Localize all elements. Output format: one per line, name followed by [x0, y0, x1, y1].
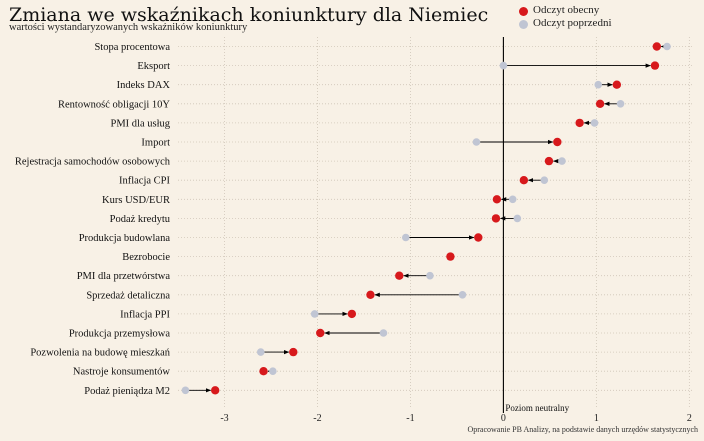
current-point	[575, 118, 584, 128]
category-label: Podaż kredytu	[110, 214, 171, 225]
current-point	[347, 309, 357, 319]
current-point	[553, 137, 562, 147]
current-point	[210, 386, 220, 395]
current-point	[612, 80, 622, 89]
category-label: Podaż pieniądza M2	[84, 386, 170, 397]
previous-point	[558, 157, 566, 165]
x-tick-label: 2	[687, 413, 692, 424]
x-tick-label: -1	[406, 413, 414, 424]
category-label: Bezrobocie	[122, 252, 170, 263]
current-point	[366, 290, 375, 299]
previous-point	[256, 348, 265, 356]
legend-current-label: Odczyt obecny	[533, 4, 600, 16]
category-label: Kurs USD/EUR	[102, 195, 170, 206]
previous-point	[616, 100, 625, 108]
category-label: Produkcja przemysłowa	[69, 329, 171, 340]
previous-point	[472, 138, 481, 146]
previous-point	[379, 329, 388, 337]
category-label: Rejestracja samochodów osobowych	[15, 157, 171, 168]
current-point	[491, 214, 501, 223]
current-point	[446, 252, 455, 261]
category-label: Pozwolenia na budowę mieszkań	[30, 348, 170, 359]
previous-point	[401, 233, 410, 242]
current-point	[492, 195, 502, 204]
category-label: Nastroje konsumentów	[73, 367, 171, 378]
previous-point	[594, 80, 603, 89]
previous-point	[513, 214, 522, 223]
current-point	[316, 328, 325, 338]
previous-point	[458, 291, 467, 299]
category-label: Indeks DAX	[117, 80, 171, 91]
current-point	[544, 156, 554, 166]
category-label: PMI dla usług	[110, 118, 170, 129]
source-note: Opracowanie PB Analizy, na podstawie dan…	[467, 425, 698, 434]
current-point	[259, 367, 268, 376]
category-label: Inflacja CPI	[119, 176, 171, 187]
category-label: Import	[141, 138, 170, 149]
previous-point	[499, 61, 508, 70]
category-label: PMI dla przetwórstwa	[77, 271, 171, 282]
current-point	[652, 42, 662, 51]
category-label: Rentowność obligacji 10Y	[58, 99, 170, 110]
x-tick-label: 0	[501, 413, 506, 424]
chart-title: Zmiana we wskaźnikach koniunktury dla Ni…	[9, 4, 489, 26]
neutral-line-label: Poziom neutralny	[505, 403, 569, 413]
previous-point	[663, 42, 671, 51]
current-point	[395, 271, 404, 280]
chart-subtitle: wartości wystandaryzowanych wskaźników k…	[9, 22, 248, 33]
legend-previous-label: Odczyt poprzedni	[533, 17, 612, 29]
current-point	[595, 99, 605, 109]
legend-current-dot	[519, 7, 528, 16]
legend-previous-dot	[519, 20, 528, 29]
previous-point	[426, 271, 434, 280]
current-point	[519, 176, 529, 185]
category-label: Inflacja PPI	[120, 309, 170, 320]
x-tick-label: -2	[313, 413, 321, 424]
previous-point	[310, 310, 319, 318]
x-tick-label: -3	[220, 413, 228, 424]
previous-point	[181, 386, 190, 395]
previous-point	[540, 176, 549, 184]
x-tick-label: 1	[594, 413, 599, 424]
current-point	[650, 61, 660, 70]
category-label: Eksport	[137, 61, 170, 72]
category-label: Stopa procentowa	[94, 42, 170, 53]
previous-point	[508, 195, 517, 204]
category-label: Produkcja budowlana	[79, 233, 171, 244]
previous-point	[590, 119, 599, 127]
previous-point	[269, 367, 277, 376]
category-label: Sprzedaż detaliczna	[86, 290, 170, 301]
current-point	[474, 233, 483, 242]
current-point	[289, 347, 298, 357]
